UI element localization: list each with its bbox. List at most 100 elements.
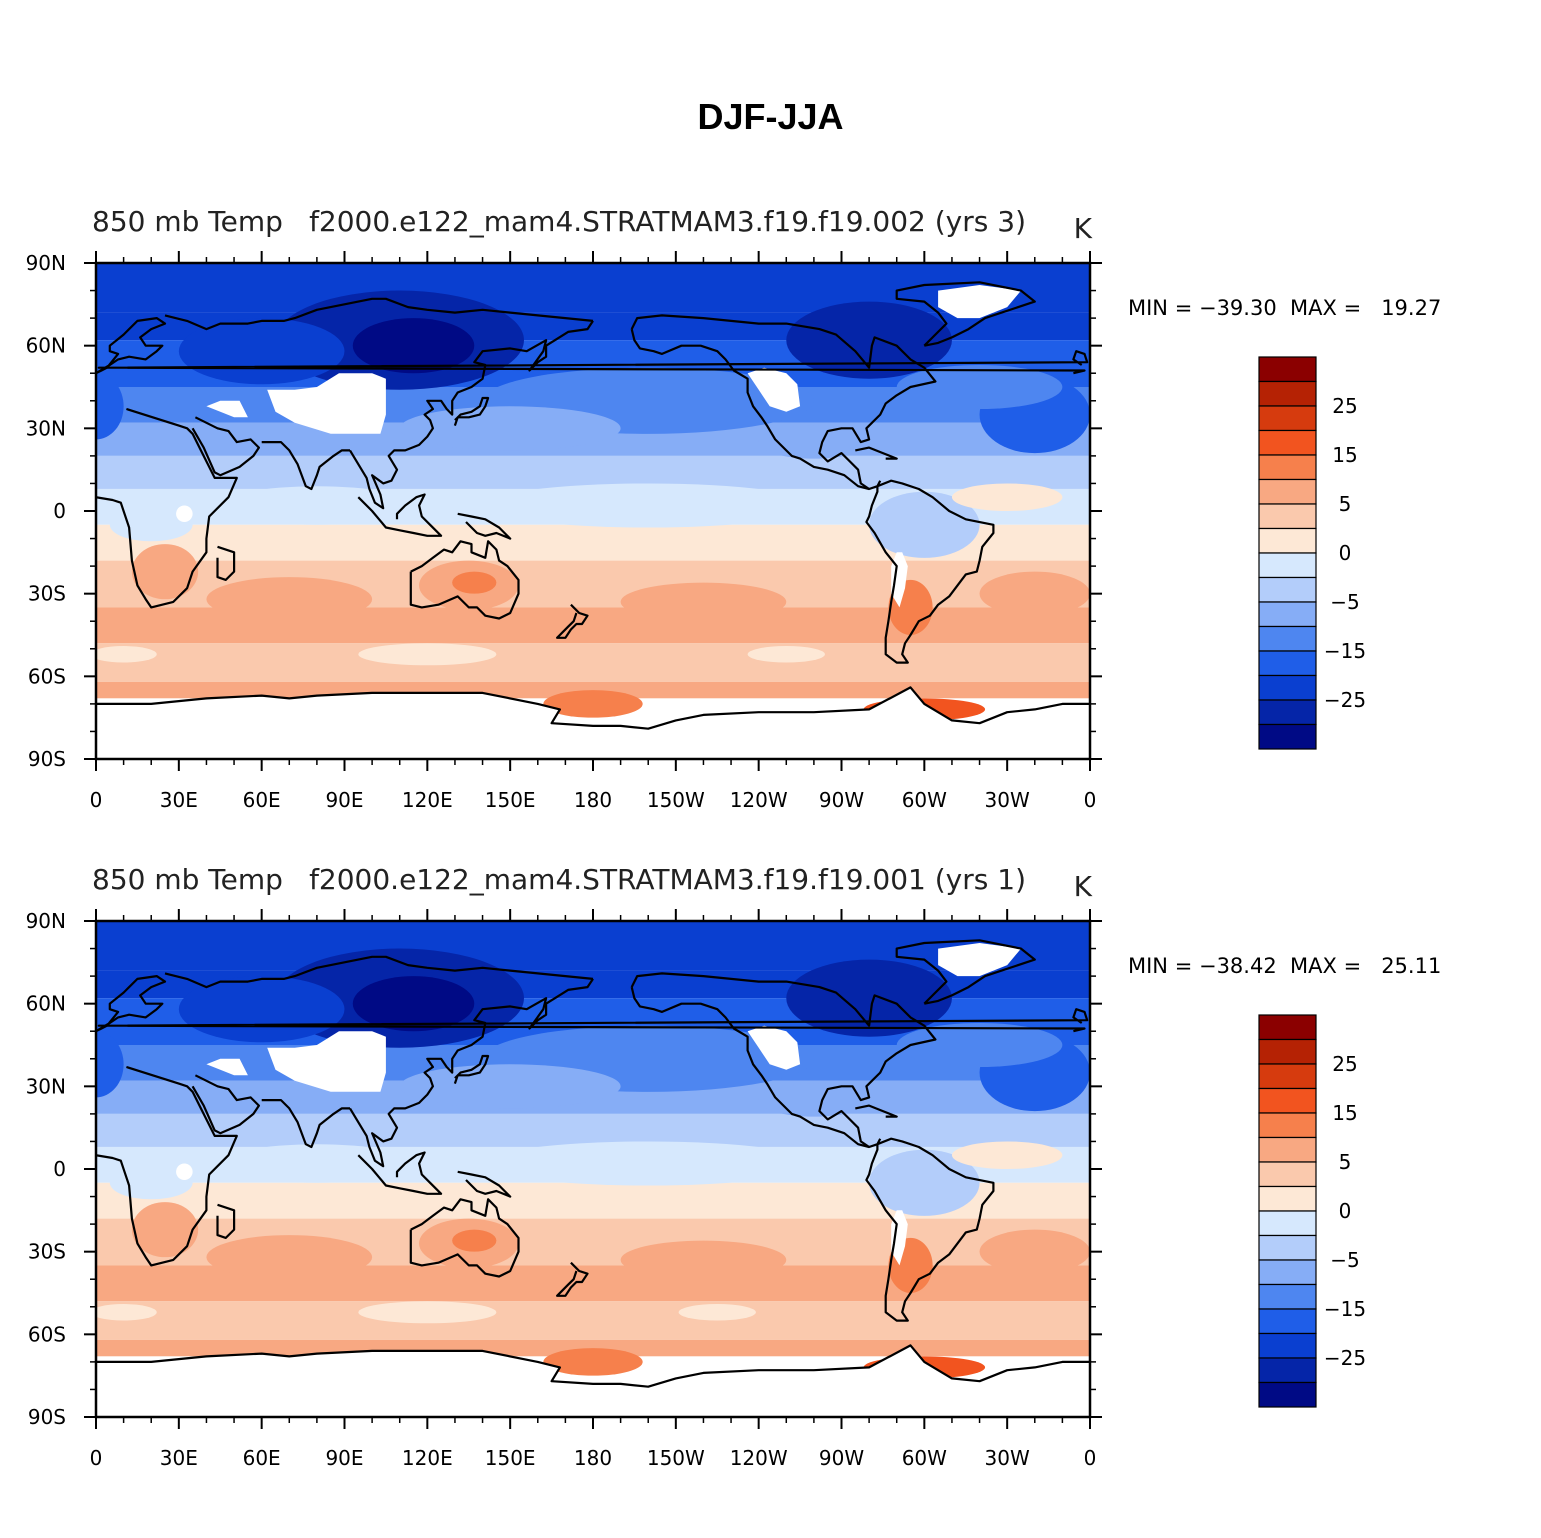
indian-south	[206, 1235, 373, 1280]
colorbar-box	[1258, 625, 1317, 652]
lat-label: 60N	[26, 992, 66, 1016]
southern-africa-warm	[131, 544, 199, 600]
coast-nz	[555, 603, 589, 639]
colorbar-label: 15	[1332, 443, 1357, 467]
band-trop-north	[96, 1113, 1090, 1147]
lat-label: 30S	[28, 1240, 66, 1264]
map-panel-bottom: 850 mb Temp f2000.e122_mam4.STRATMAM3.f19…	[0, 658, 1541, 1470]
rockies-mask	[747, 367, 801, 412]
colorbar-box	[1258, 478, 1317, 505]
colorbar-box	[1258, 503, 1317, 530]
lon-label: 150E	[485, 1446, 536, 1470]
coast-madagascar	[216, 545, 236, 582]
colorbar-label: −5	[1330, 1248, 1359, 1272]
lat-label: 30N	[26, 416, 66, 440]
left-title: 850 mb Temp	[92, 863, 283, 896]
australia-hot	[452, 571, 497, 594]
southern-light-3	[96, 646, 157, 663]
indian-south	[206, 577, 373, 622]
east-africa-mask	[176, 505, 193, 523]
coast-arabia	[191, 1074, 260, 1135]
southern-light-1	[358, 643, 497, 666]
cold-core-siberia-deep	[352, 318, 475, 374]
coastlines	[96, 281, 1090, 730]
colorbar-box	[1258, 1087, 1317, 1114]
colorbar-box	[1258, 356, 1317, 383]
colorbar-box	[1258, 1185, 1317, 1212]
lon-label: 60E	[243, 788, 281, 812]
lon-label: 180	[574, 788, 612, 812]
min-max-readout: MIN = −39.30 MAX = 19.27	[1128, 296, 1442, 320]
band-arctic	[96, 921, 1090, 971]
cold-atlantic-west	[96, 1031, 124, 1098]
lon-label: 60W	[902, 1446, 947, 1470]
map-svg-top: 850 mb Temp f2000.e122_mam4.STRATMAM3.f19…	[26, 205, 1367, 812]
atlantic-itcz	[951, 483, 1063, 511]
coast-alaska-west	[630, 986, 870, 1149]
colorbar-box	[1258, 527, 1317, 554]
southern-light-1	[358, 1301, 497, 1324]
colorbar-box	[1258, 723, 1317, 750]
band-trop-north	[96, 455, 1090, 489]
south-atlantic	[979, 1229, 1090, 1274]
coast-madagascar	[216, 1203, 236, 1240]
colorbar-box	[1258, 1210, 1317, 1237]
coast-indonesia	[357, 493, 443, 537]
colorbar-box	[1258, 454, 1317, 481]
colorbar-box	[1258, 1332, 1317, 1359]
antarctica-fill	[96, 1345, 1090, 1417]
lon-label: 30E	[160, 1446, 198, 1470]
axes: 90N 60N 30N 0 30S 60S 90S 0 30E 60E 90E 120E 150E 180…	[26, 251, 1102, 812]
lat-label: 0	[53, 499, 66, 523]
colorbar-box	[1258, 1308, 1317, 1335]
colorbar-label: −25	[1324, 1346, 1366, 1370]
colorbar-box	[1258, 1357, 1317, 1384]
australia-hot	[452, 1229, 497, 1252]
left-title: 850 mb Temp	[92, 205, 283, 238]
indian-equatorial	[220, 1144, 414, 1183]
atlantic-itcz	[951, 1141, 1063, 1169]
tibet-mask	[267, 373, 386, 434]
lat-label: 60N	[26, 334, 66, 358]
colorbar-label: 5	[1339, 492, 1352, 516]
colorbar-label: 5	[1339, 1150, 1352, 1174]
lon-label: 120W	[730, 788, 788, 812]
colorbar-label: 15	[1332, 1101, 1357, 1125]
colorbar-label: 25	[1332, 394, 1357, 418]
coast-newguinea	[457, 512, 512, 540]
coast-australia	[409, 540, 520, 620]
band-south-high	[96, 1301, 1090, 1340]
lat-label: 60S	[28, 664, 66, 688]
coast-africa	[96, 407, 238, 609]
lat-label: 90S	[28, 1405, 66, 1429]
antarctica-fill	[96, 687, 1090, 759]
coast-europe	[96, 975, 167, 1033]
colorbar-box	[1258, 699, 1317, 726]
coast-siberia	[164, 955, 594, 989]
colorbar-box	[1258, 1136, 1317, 1163]
coast-newguinea	[457, 1170, 512, 1198]
pacific-equatorial	[482, 1141, 814, 1186]
min-max-readout: MIN = −38.42 MAX = 25.11	[1128, 954, 1442, 978]
case-title: f2000.e122_mam4.STRATMAM3.f19.f19.001 (y…	[309, 863, 1026, 896]
colorbar-box	[1258, 405, 1317, 432]
coast-nz	[555, 1261, 589, 1297]
colorbar-label: −5	[1330, 590, 1359, 614]
lon-label: 30W	[985, 1446, 1030, 1470]
lat-label: 90N	[26, 909, 66, 933]
contour-field	[96, 263, 1090, 759]
coast-siberia	[164, 297, 594, 331]
colorbar-box	[1258, 1014, 1317, 1041]
pacific-equatorial	[482, 483, 814, 528]
southern-light-3	[96, 1304, 157, 1321]
lon-label: 30W	[985, 788, 1030, 812]
atlantic-mid	[896, 1022, 1063, 1068]
south-pacific	[620, 582, 787, 622]
colorbar-box	[1258, 1112, 1317, 1139]
ross-sea-warm	[543, 1348, 643, 1376]
lon-label: 90W	[819, 788, 864, 812]
coast-antarctica	[96, 686, 1090, 730]
colorbar-box	[1258, 1283, 1317, 1310]
coast-indonesia	[357, 1151, 443, 1195]
rockies-mask	[747, 1025, 801, 1070]
